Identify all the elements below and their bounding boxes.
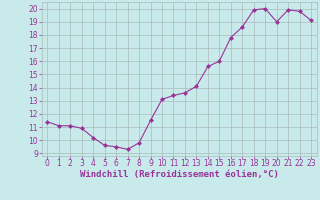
X-axis label: Windchill (Refroidissement éolien,°C): Windchill (Refroidissement éolien,°C) xyxy=(80,170,279,179)
